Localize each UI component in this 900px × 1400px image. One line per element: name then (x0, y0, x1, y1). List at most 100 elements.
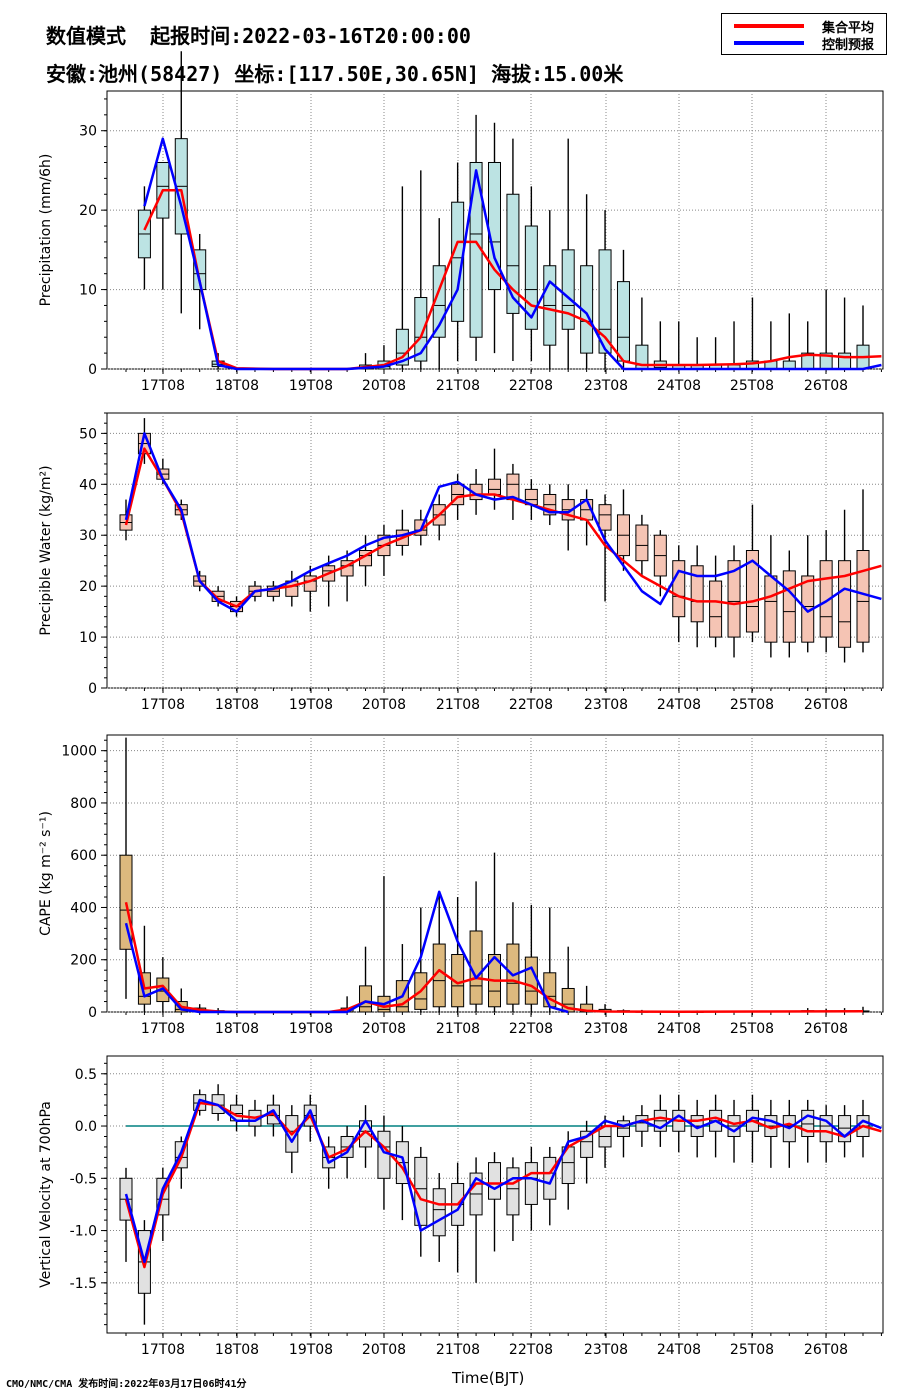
x-tick-label: 19T08 (289, 697, 333, 713)
box-plot (580, 194, 594, 369)
box-plot (561, 138, 575, 369)
box-plot (395, 186, 409, 369)
y-tick-label: 30 (79, 528, 97, 544)
box-body (690, 565, 704, 623)
box-plot (543, 1146, 557, 1226)
box-plot (506, 463, 520, 520)
box-plot (137, 1220, 151, 1325)
box-plot (377, 525, 391, 576)
box-plot (856, 305, 870, 370)
y-tick-label: 0.0 (75, 1119, 97, 1135)
chart-title-line-2: 安徽:池州(58427) 坐标:[117.50E,30.65N] 海拔:15.0… (46, 62, 624, 86)
x-tick-label: 18T08 (215, 378, 259, 394)
box-body (432, 1188, 446, 1237)
box-plot (414, 170, 428, 369)
x-tick-label: 24T08 (657, 1342, 701, 1358)
box-plot (782, 313, 796, 370)
box-body (414, 297, 428, 362)
box-body (524, 956, 538, 1005)
box-body (506, 1167, 520, 1216)
box-plot (285, 570, 299, 607)
control-forecast-line (124, 432, 882, 613)
box-plot (488, 1152, 501, 1252)
box-body (745, 550, 759, 633)
ensemble-mean-line (124, 901, 864, 1014)
box-body (359, 985, 373, 1013)
control-forecast-line (124, 1098, 882, 1264)
x-tick-label: 21T08 (436, 697, 480, 713)
y-tick-label: 600 (70, 848, 97, 864)
x-tick-label: 22T08 (509, 1342, 553, 1358)
x-tick-label: 26T08 (804, 1342, 848, 1358)
y-tick-label: 0 (88, 681, 97, 697)
box-plot (469, 881, 483, 1012)
box-plot (838, 1105, 852, 1158)
x-axis-title: Time(BJT) (452, 1369, 525, 1387)
box-body (395, 328, 409, 366)
box-body (764, 575, 778, 643)
box-plot (745, 504, 759, 643)
x-tick-label: 22T08 (509, 697, 553, 713)
box-plot (451, 897, 465, 1012)
box-plot (580, 1120, 594, 1184)
x-tick-label: 20T08 (362, 1342, 406, 1358)
x-tick-label: 23T08 (584, 378, 628, 394)
box-plot (838, 509, 852, 663)
legend: 集合平均 控制预报 (721, 13, 887, 55)
box-plot (598, 210, 612, 369)
legend-label-ensemble-mean: 集合平均 (822, 21, 875, 36)
box-body (727, 560, 741, 638)
box-plot (561, 946, 575, 1013)
box-plot (524, 186, 538, 362)
x-tick-label: 23T08 (584, 697, 628, 713)
x-tick-label: 25T08 (730, 697, 774, 713)
x-tick-label: 22T08 (509, 378, 553, 394)
y-tick-label: -1.5 (70, 1276, 97, 1292)
x-tick-label: 20T08 (362, 378, 406, 394)
box-plot (745, 297, 759, 370)
box-plot (801, 321, 815, 370)
box-body (193, 249, 207, 291)
box-plot (469, 1157, 483, 1283)
y-axis-label: Vertical Velocity at 700hPa (38, 1101, 54, 1288)
x-tick-label: 18T08 (215, 697, 259, 713)
box-plot (672, 321, 686, 370)
box-plot (635, 514, 649, 576)
x-tick-label: 21T08 (436, 1342, 480, 1358)
box-plot (377, 1115, 391, 1210)
box-plot (506, 902, 520, 1012)
box-plot (377, 876, 391, 1013)
box-plot (451, 162, 465, 362)
box-plot (432, 218, 446, 369)
box-plot (414, 1146, 428, 1257)
box-body (543, 1156, 557, 1200)
y-axis-label: CAPE (kg m⁻² s⁻¹) (38, 811, 54, 936)
box-plot (488, 852, 501, 1012)
box-plot (801, 535, 815, 653)
x-tick-label: 17T08 (141, 697, 185, 713)
control-forecast-line (143, 137, 882, 371)
x-tick-label: 21T08 (436, 378, 480, 394)
box-plot (580, 985, 594, 1013)
box-body (635, 524, 649, 562)
y-tick-label: -1.0 (70, 1224, 97, 1240)
x-tick-label: 26T08 (804, 1021, 848, 1037)
box-plot (469, 114, 483, 362)
box-body (506, 193, 520, 314)
box-plot (193, 233, 207, 330)
x-tick-label: 25T08 (730, 378, 774, 394)
box-plot (524, 904, 538, 1012)
box-plot (359, 946, 373, 1013)
x-tick-label: 25T08 (730, 1021, 774, 1037)
box-plot (285, 1105, 299, 1174)
x-tick-label: 17T08 (141, 1021, 185, 1037)
x-tick-label: 17T08 (141, 1342, 185, 1358)
box-plot (266, 581, 280, 602)
y-tick-label: 1000 (61, 744, 97, 760)
x-tick-label: 18T08 (215, 1342, 259, 1358)
box-plot (598, 494, 612, 602)
box-body (616, 1120, 630, 1137)
y-tick-label: 0.5 (75, 1067, 97, 1083)
x-tick-label: 19T08 (289, 1342, 333, 1358)
